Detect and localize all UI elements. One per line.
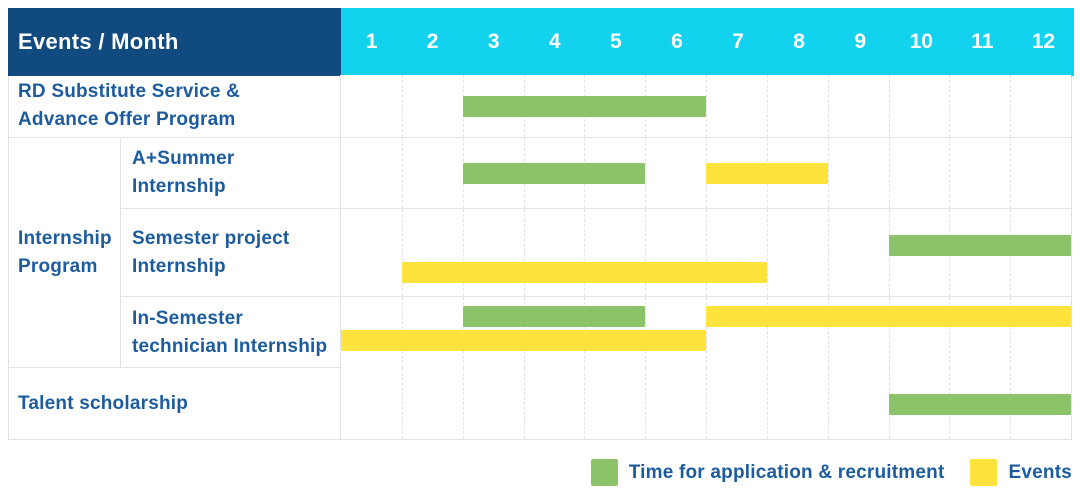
month-gridline: [827, 138, 829, 208]
legend-swatch-application: [590, 459, 618, 486]
gantt-table: Events / Month 1 2 3 4 5 6 7 8 9 10 11 12 RD Substi…: [8, 8, 1074, 440]
month-gridline: [766, 297, 768, 368]
task-timeline: [341, 209, 1071, 296]
task-timeline: [341, 138, 1071, 208]
month-gridline: [888, 297, 890, 368]
month-gridline: [949, 138, 951, 208]
task-row: Semester project Internship: [121, 208, 1071, 296]
task-timeline: [341, 368, 1071, 439]
task-label-line: A+Summer: [132, 148, 235, 169]
month-gridline: [766, 75, 768, 137]
gantt-bar-events: [706, 306, 1071, 328]
task-label-line: Semester project: [132, 227, 290, 249]
month-gridline: [645, 209, 647, 296]
task-label: Talent scholarship: [9, 368, 341, 439]
month-header-cell: 8: [793, 30, 805, 53]
month-gridline: [888, 138, 890, 208]
group-subrows: A+Summer Internship Semester project Intern…: [121, 138, 1071, 368]
legend-swatch-events: [970, 459, 998, 486]
month-gridline: [706, 75, 707, 137]
task-label-line: RD Substitute Service &: [18, 81, 241, 102]
gantt-bar-application: [462, 306, 646, 328]
month-gridline: [1010, 138, 1012, 208]
month-gridline: [1010, 297, 1012, 368]
task-row: RD Substitute Service & Advance Offer Pro…: [9, 75, 1071, 137]
gantt-bar-events: [341, 329, 706, 351]
month-gridline: [462, 209, 464, 296]
month-gridline: [584, 209, 586, 296]
month-gridline: [645, 368, 647, 439]
month-gridline: [1010, 75, 1012, 137]
month-header-cell: 5: [610, 30, 622, 53]
month-header-cell: 12: [1031, 30, 1056, 53]
task-row: Talent scholarship: [9, 367, 1071, 439]
month-header-cell: 4: [548, 30, 561, 53]
group-label: Internship Program: [9, 138, 121, 367]
month-gridline: [523, 209, 525, 296]
month-header-cell: 10: [909, 30, 933, 53]
month-gridline: [706, 209, 707, 296]
month-gridline: [401, 138, 403, 208]
month-header-cell: 2: [426, 30, 439, 53]
month-gridline: [401, 75, 403, 137]
task-label-line: Internship: [132, 255, 226, 277]
month-gridline: [523, 368, 525, 439]
month-gridline: [584, 368, 586, 439]
legend-label: Events: [1008, 461, 1072, 483]
month-header: 1 2 3 4 5 6 7 8 9 10 11 12: [341, 8, 1074, 76]
task-label: Semester project Internship: [121, 209, 341, 296]
month-gridline: [949, 297, 951, 368]
month-gridline: [766, 209, 768, 296]
month-header-cell: 7: [732, 30, 744, 53]
month-header-cell: 11: [971, 30, 994, 53]
month-header-cell: 6: [671, 30, 683, 53]
task-timeline: [341, 75, 1071, 137]
month-gridline: [462, 368, 464, 439]
month-gridline: [401, 209, 403, 296]
month-header-cell: 9: [854, 30, 866, 53]
legend: Time for application & recruitment Events: [590, 459, 1072, 486]
gantt-bar-events: [706, 163, 828, 184]
task-timeline: [341, 297, 1071, 368]
legend-label: Time for application & recruitment: [628, 461, 945, 483]
task-label-line: Internship: [132, 176, 226, 197]
gantt-bar-application: [888, 393, 1071, 415]
group-row-internship-program: Internship Program A+Summer Internship Semes…: [9, 137, 1071, 368]
legend-item-application: Time for application & recruitment: [590, 459, 945, 486]
gantt-bar-application: [462, 96, 706, 117]
month-gridline: [401, 368, 403, 439]
corner-header-events-month: Events / Month: [8, 8, 341, 76]
month-gridline: [827, 368, 829, 439]
gantt-body: RD Substitute Service & Advance Offer Pro…: [9, 75, 1071, 439]
month-gridline: [706, 297, 707, 368]
month-header-cell: 3: [487, 30, 500, 53]
task-label-line: technician Internship: [132, 335, 328, 357]
task-label: A+Summer Internship: [121, 138, 341, 208]
month-gridline: [949, 75, 951, 137]
task-label-line: Program: [18, 255, 98, 277]
task-label-line: In-Semester: [132, 307, 243, 329]
month-header-cell: 1: [365, 30, 378, 53]
task-label-line: Internship: [18, 227, 112, 249]
gantt-bar-events: [401, 262, 767, 284]
task-label-line: Talent scholarship: [18, 392, 189, 414]
gantt-bar-application: [888, 235, 1071, 257]
month-gridline: [827, 209, 829, 296]
month-gridline: [706, 368, 707, 439]
task-label-line: Advance Offer Program: [18, 109, 236, 130]
task-label: RD Substitute Service & Advance Offer Pro…: [9, 75, 341, 137]
month-gridline: [827, 297, 829, 368]
month-gridline: [645, 138, 647, 208]
month-gridline: [766, 368, 768, 439]
legend-item-events: Events: [970, 459, 1072, 486]
month-gridline: [888, 75, 890, 137]
task-row: In-Semester technician Internship: [121, 296, 1071, 368]
table-header-row: Events / Month 1 2 3 4 5 6 7 8 9 10 11 12: [8, 8, 1074, 76]
task-label: In-Semester technician Internship: [121, 297, 341, 368]
month-gridline: [827, 75, 829, 137]
gantt-bar-application: [462, 163, 646, 184]
task-row: A+Summer Internship: [121, 138, 1071, 208]
